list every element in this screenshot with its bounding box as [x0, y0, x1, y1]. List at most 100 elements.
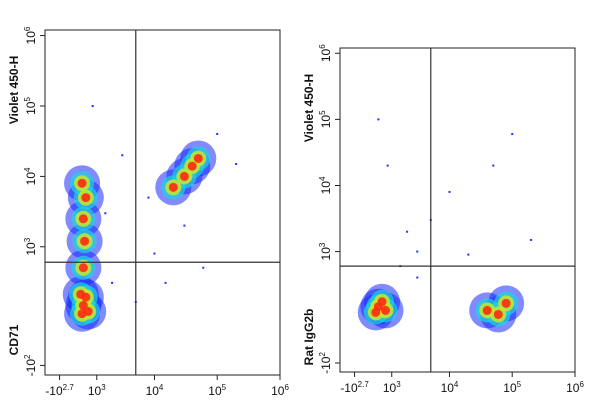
tick-exponent: 2	[23, 354, 32, 359]
tick-exponent: 6	[284, 383, 289, 392]
y-label-marker: CD71	[7, 324, 21, 355]
tick-base: 10	[566, 381, 580, 395]
event-dot	[492, 164, 495, 167]
event-dot	[216, 133, 219, 136]
tick-base: 10	[441, 381, 455, 395]
density-cluster	[168, 182, 178, 192]
event-dot	[406, 230, 409, 233]
tick-base: -10	[340, 381, 358, 395]
tick-base: 10	[503, 381, 517, 395]
tick-label: 106	[318, 44, 333, 62]
tick-label: 104	[23, 167, 38, 185]
y-label-marker: Rat IgG2b	[302, 309, 316, 366]
density-cluster	[76, 289, 86, 299]
event-dot	[121, 154, 124, 157]
tick-label: 103	[318, 242, 333, 260]
tick-exponent: 5	[517, 380, 522, 389]
y-label-channel: Violet 450-H	[302, 74, 316, 142]
tick-exponent: 4	[454, 380, 459, 389]
tick-base: 10	[24, 31, 38, 45]
tick-label: 103	[23, 237, 38, 255]
tick-label: -102	[318, 352, 333, 374]
tick-exponent: 3	[23, 237, 32, 242]
tick-base: 10	[208, 384, 222, 398]
event-dot	[202, 266, 205, 269]
density-cluster	[78, 214, 88, 224]
tick-label: 104	[318, 176, 333, 194]
event-dot	[416, 276, 419, 279]
density-cluster	[187, 161, 197, 171]
density-cluster	[77, 178, 87, 188]
event-dot	[164, 281, 167, 284]
tick-label: -102.7	[45, 383, 74, 398]
tick-exponent: 4	[159, 383, 164, 392]
tick-base: 10	[319, 247, 333, 261]
tick-base: 10	[319, 48, 333, 62]
tick-exponent: 2.7	[63, 383, 75, 392]
tick-base: 10	[319, 181, 333, 195]
tick-exponent: 3	[318, 242, 327, 247]
event-dot	[511, 133, 514, 136]
tick-exponent: 3	[101, 383, 106, 392]
event-dot	[530, 238, 533, 241]
density-cluster	[179, 171, 189, 181]
tick-exponent: 6	[579, 380, 584, 389]
tick-label: 106	[566, 380, 584, 395]
tick-base: -10	[45, 384, 63, 398]
event-dot	[91, 104, 94, 107]
density-cluster	[78, 300, 88, 310]
plot-frame	[339, 47, 576, 373]
event-dot	[183, 224, 186, 227]
event-dot	[377, 118, 380, 121]
event-dot	[153, 252, 156, 255]
tick-exponent: 6	[318, 44, 327, 49]
density-cluster	[83, 307, 93, 317]
tick-label: -102	[23, 354, 38, 376]
tick-base: 10	[271, 384, 285, 398]
tick-exponent: 2	[318, 352, 327, 357]
tick-label: 103	[383, 380, 401, 395]
event-dot	[416, 250, 419, 253]
density-cluster	[493, 309, 503, 319]
density-cluster	[501, 298, 511, 308]
tick-base: 10	[319, 115, 333, 129]
event-dot	[104, 212, 107, 215]
density-cluster	[377, 297, 387, 307]
event-dot	[147, 196, 150, 199]
tick-base: 10	[146, 384, 160, 398]
tick-base: 10	[383, 381, 397, 395]
event-dot	[235, 163, 238, 166]
tick-exponent: 5	[222, 383, 227, 392]
density-cluster	[78, 263, 88, 273]
tick-exponent: 6	[23, 26, 32, 31]
density-cluster	[81, 193, 91, 203]
tick-label: 105	[503, 380, 521, 395]
tick-base: -10	[24, 359, 38, 377]
tick-label: 105	[318, 110, 333, 128]
panel: -102.7 103 104 105 106-102103104105106Violet…	[7, 26, 289, 398]
tick-base: 10	[24, 242, 38, 256]
tick-label: -102.7	[340, 380, 369, 395]
tick-exponent: 4	[23, 167, 32, 172]
tick-exponent: 5	[23, 97, 32, 102]
tick-label: 103	[88, 383, 106, 398]
tick-exponent: 2.7	[358, 380, 370, 389]
density-cluster	[482, 305, 492, 315]
plot-area	[357, 118, 533, 333]
tick-label: 104	[441, 380, 459, 395]
tick-label: 105	[208, 383, 226, 398]
plot-frame	[44, 29, 281, 376]
tick-base: 10	[24, 172, 38, 186]
density-cluster	[371, 307, 381, 317]
tick-base: 10	[88, 384, 102, 398]
density-cluster	[193, 153, 203, 163]
tick-base: 10	[24, 101, 38, 115]
event-dot	[386, 164, 389, 167]
tick-exponent: 3	[396, 380, 401, 389]
density-cluster	[381, 305, 391, 315]
event-dot	[111, 281, 114, 284]
density-cluster	[80, 236, 90, 246]
tick-exponent: 4	[318, 176, 327, 181]
tick-label: 106	[23, 26, 38, 44]
